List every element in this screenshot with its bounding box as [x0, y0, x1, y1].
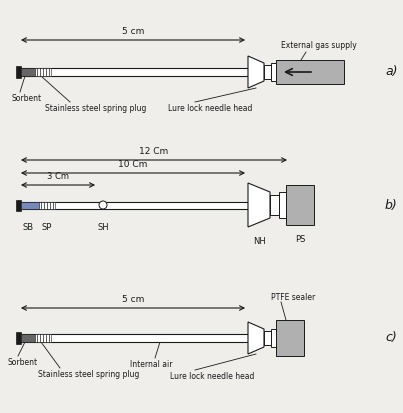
Bar [18, 334, 248, 342]
Text: 5 cm: 5 cm [122, 27, 144, 36]
Bar [21, 68, 35, 76]
Polygon shape [248, 56, 264, 88]
Text: 10 Cm: 10 Cm [118, 160, 147, 169]
Bar [35, 334, 51, 342]
Text: Sorbent: Sorbent [8, 358, 38, 367]
Text: PS: PS [295, 235, 305, 244]
Text: Lure lock needle head: Lure lock needle head [168, 104, 252, 113]
Bar [18, 202, 248, 209]
Text: a): a) [385, 66, 397, 78]
Bar [271, 329, 276, 347]
Text: NH: NH [253, 237, 265, 246]
Bar [16, 66, 21, 78]
Bar [21, 334, 35, 342]
Text: Stainless steel spring plug: Stainless steel spring plug [45, 104, 146, 113]
Bar [270, 195, 279, 215]
Circle shape [99, 201, 107, 209]
Bar [279, 192, 286, 218]
Text: Stainless steel spring plug: Stainless steel spring plug [38, 370, 139, 379]
Bar [35, 68, 51, 76]
Bar [39, 202, 55, 209]
Polygon shape [248, 183, 270, 227]
Text: External gas supply: External gas supply [281, 41, 357, 50]
Polygon shape [248, 322, 264, 354]
Text: SP: SP [42, 223, 52, 232]
Text: SH: SH [97, 223, 109, 232]
Text: b): b) [385, 199, 398, 211]
Text: PTFE sealer: PTFE sealer [271, 293, 315, 302]
Text: Sorbent: Sorbent [12, 94, 42, 103]
Text: c): c) [385, 332, 397, 344]
Text: Lure lock needle head: Lure lock needle head [170, 372, 254, 381]
Bar [276, 60, 344, 84]
Text: 12 Cm: 12 Cm [139, 147, 168, 156]
Text: 5 cm: 5 cm [122, 295, 144, 304]
Bar [286, 185, 314, 225]
Bar [16, 332, 21, 344]
Bar [264, 331, 271, 345]
Text: 3 Cm: 3 Cm [47, 172, 69, 181]
Bar [271, 63, 276, 81]
Text: SB: SB [23, 223, 33, 232]
Bar [276, 320, 304, 356]
Bar [21, 202, 39, 209]
Bar [16, 199, 21, 211]
Bar [18, 68, 248, 76]
Bar [264, 65, 271, 79]
Text: Internal air: Internal air [130, 360, 172, 369]
